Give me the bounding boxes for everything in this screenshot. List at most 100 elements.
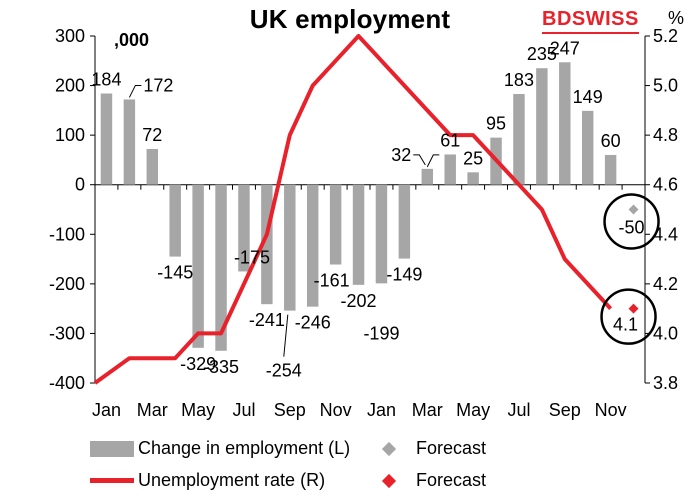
unemployment-rate-line [93, 34, 613, 385]
employment-bar [329, 184, 342, 265]
right-axis-tick-label: 3.8 [653, 373, 678, 393]
bar-value-label: 149 [573, 87, 603, 107]
right-axis-tick-label: 5.0 [653, 76, 678, 96]
employment-bar [284, 184, 296, 311]
employment-bar [444, 154, 456, 185]
x-axis-tick-label: Jul [507, 400, 530, 420]
employment-bar [559, 62, 571, 185]
employment-bar [581, 110, 594, 185]
legend-label: Forecast [416, 438, 487, 458]
bar-value-label: 172 [143, 75, 173, 95]
right-axis-tick-label: 4.0 [653, 323, 678, 343]
x-axis-tick-label: Sep [274, 400, 306, 420]
bar-value-label: -329 [180, 354, 216, 374]
left-axis-tick-label: 200 [55, 76, 85, 96]
bar-value-label: -145 [157, 263, 193, 283]
bar-value-label: 61 [440, 130, 460, 150]
forecast-markers: -50 4.1 [600, 193, 660, 345]
bar-value-label: 60 [601, 131, 621, 151]
bar-value-label: 72 [142, 125, 162, 145]
employment-bar [192, 184, 204, 348]
left-axis-tick-label: -300 [49, 323, 85, 343]
employment-bar [238, 184, 250, 272]
legend-bar-swatch [90, 440, 134, 457]
leader-line [426, 154, 440, 168]
employment-bar [536, 68, 548, 185]
legend-line-swatch [90, 478, 134, 483]
right-axis-tick-label: 4.6 [653, 175, 678, 195]
employment-bar [100, 93, 113, 185]
bar-value-label: -199 [363, 323, 399, 343]
forecast-highlight-circle [600, 288, 657, 345]
x-axis-tick-label: Nov [320, 400, 352, 420]
x-axis-tick-label: May [456, 400, 490, 420]
employment-bar [375, 184, 388, 284]
employment-bar [398, 184, 411, 259]
left-axis-tick-label: 0 [75, 175, 85, 195]
left-axis-tick-label: -100 [49, 224, 85, 244]
left-axis-tick-label: 100 [55, 125, 85, 145]
employment-bar [146, 149, 159, 185]
logo-text: BDSWISS [542, 8, 639, 30]
right-axis-tick-label: 4.4 [653, 224, 678, 244]
forecast-unemployment-diamond [628, 303, 639, 314]
bar-series [100, 62, 617, 351]
legend-item-forecast-unemployment: Forecast [378, 470, 486, 491]
employment-bar [604, 154, 617, 185]
right-axis-tick-label: 5.2 [653, 26, 678, 46]
employment-bar [215, 184, 227, 351]
right-axis-unit: % [668, 8, 685, 28]
x-axis-tick-label: Jul [232, 400, 255, 420]
legend-item-forecast-employment: Forecast [378, 438, 486, 459]
legend-item-employment: Change in employment (L) [90, 438, 350, 459]
legend: Change in employment (L) Forecast Unempl… [0, 433, 700, 499]
bar-value-label: 95 [486, 114, 506, 134]
chart-axes: -400 -300 -200 -100 0 100 200 300 3.8 4.0 4.2 4.4 4.… [49, 26, 678, 420]
x-axis-tick-label: May [181, 400, 215, 420]
employment-bar [261, 184, 273, 305]
leader-line [128, 84, 142, 98]
bar-value-label: -241 [249, 310, 285, 330]
line-series [93, 34, 613, 385]
left-axis-unit: ,000 [114, 30, 150, 50]
bar-value-label: 247 [550, 38, 580, 58]
bar-value-label: 25 [463, 148, 483, 168]
legend-label: Forecast [416, 470, 487, 490]
legend-red-diamond-icon [381, 473, 397, 488]
chart-title: UK employment [249, 4, 451, 34]
legend-grey-diamond-icon [381, 441, 397, 456]
employment-bar [352, 184, 365, 285]
forecast-highlight-circle [603, 193, 660, 250]
employment-bar [513, 93, 525, 185]
bar-value-label: -149 [386, 265, 422, 285]
legend-item-unemployment: Unemployment rate (R) [90, 470, 325, 491]
legend-label: Unemployment rate (R) [138, 470, 326, 490]
left-axis-tick-label: 300 [55, 26, 85, 46]
bar-value-label: 184 [91, 70, 121, 90]
forecast-unemployment-label: 4.1 [613, 315, 638, 335]
data-labels: 184 172 72 -145 -329-335 -175 -241 -254 -246 -161… [91, 38, 620, 380]
employment-bar [421, 168, 434, 185]
forecast-employment-diamond [628, 204, 639, 215]
employment-bar [169, 184, 181, 257]
bar-value-label: 235 [527, 44, 557, 64]
bar-value-label: -246 [295, 313, 331, 333]
legend-label: Change in employment (L) [138, 438, 351, 458]
x-axis-tick-label: Jan [92, 400, 121, 420]
x-axis-tick-label: Mar [412, 400, 443, 420]
leader-line [413, 154, 426, 166]
x-axis-tick-label: Jan [367, 400, 396, 420]
left-axis-tick-label: -400 [49, 373, 85, 393]
left-axis-tick-label: -200 [49, 274, 85, 294]
leader-line [283, 314, 289, 357]
logo-underline [542, 32, 639, 34]
bar-value-label: -175 [234, 247, 270, 267]
right-axis-tick-label: 4.8 [653, 125, 678, 145]
x-axis-tick-label: Mar [137, 400, 168, 420]
employment-bar [306, 184, 319, 307]
bar-value-label: 183 [504, 70, 534, 90]
bar-value-label: -254 [266, 361, 302, 381]
employment-bar [123, 99, 136, 185]
employment-bar [467, 172, 479, 185]
